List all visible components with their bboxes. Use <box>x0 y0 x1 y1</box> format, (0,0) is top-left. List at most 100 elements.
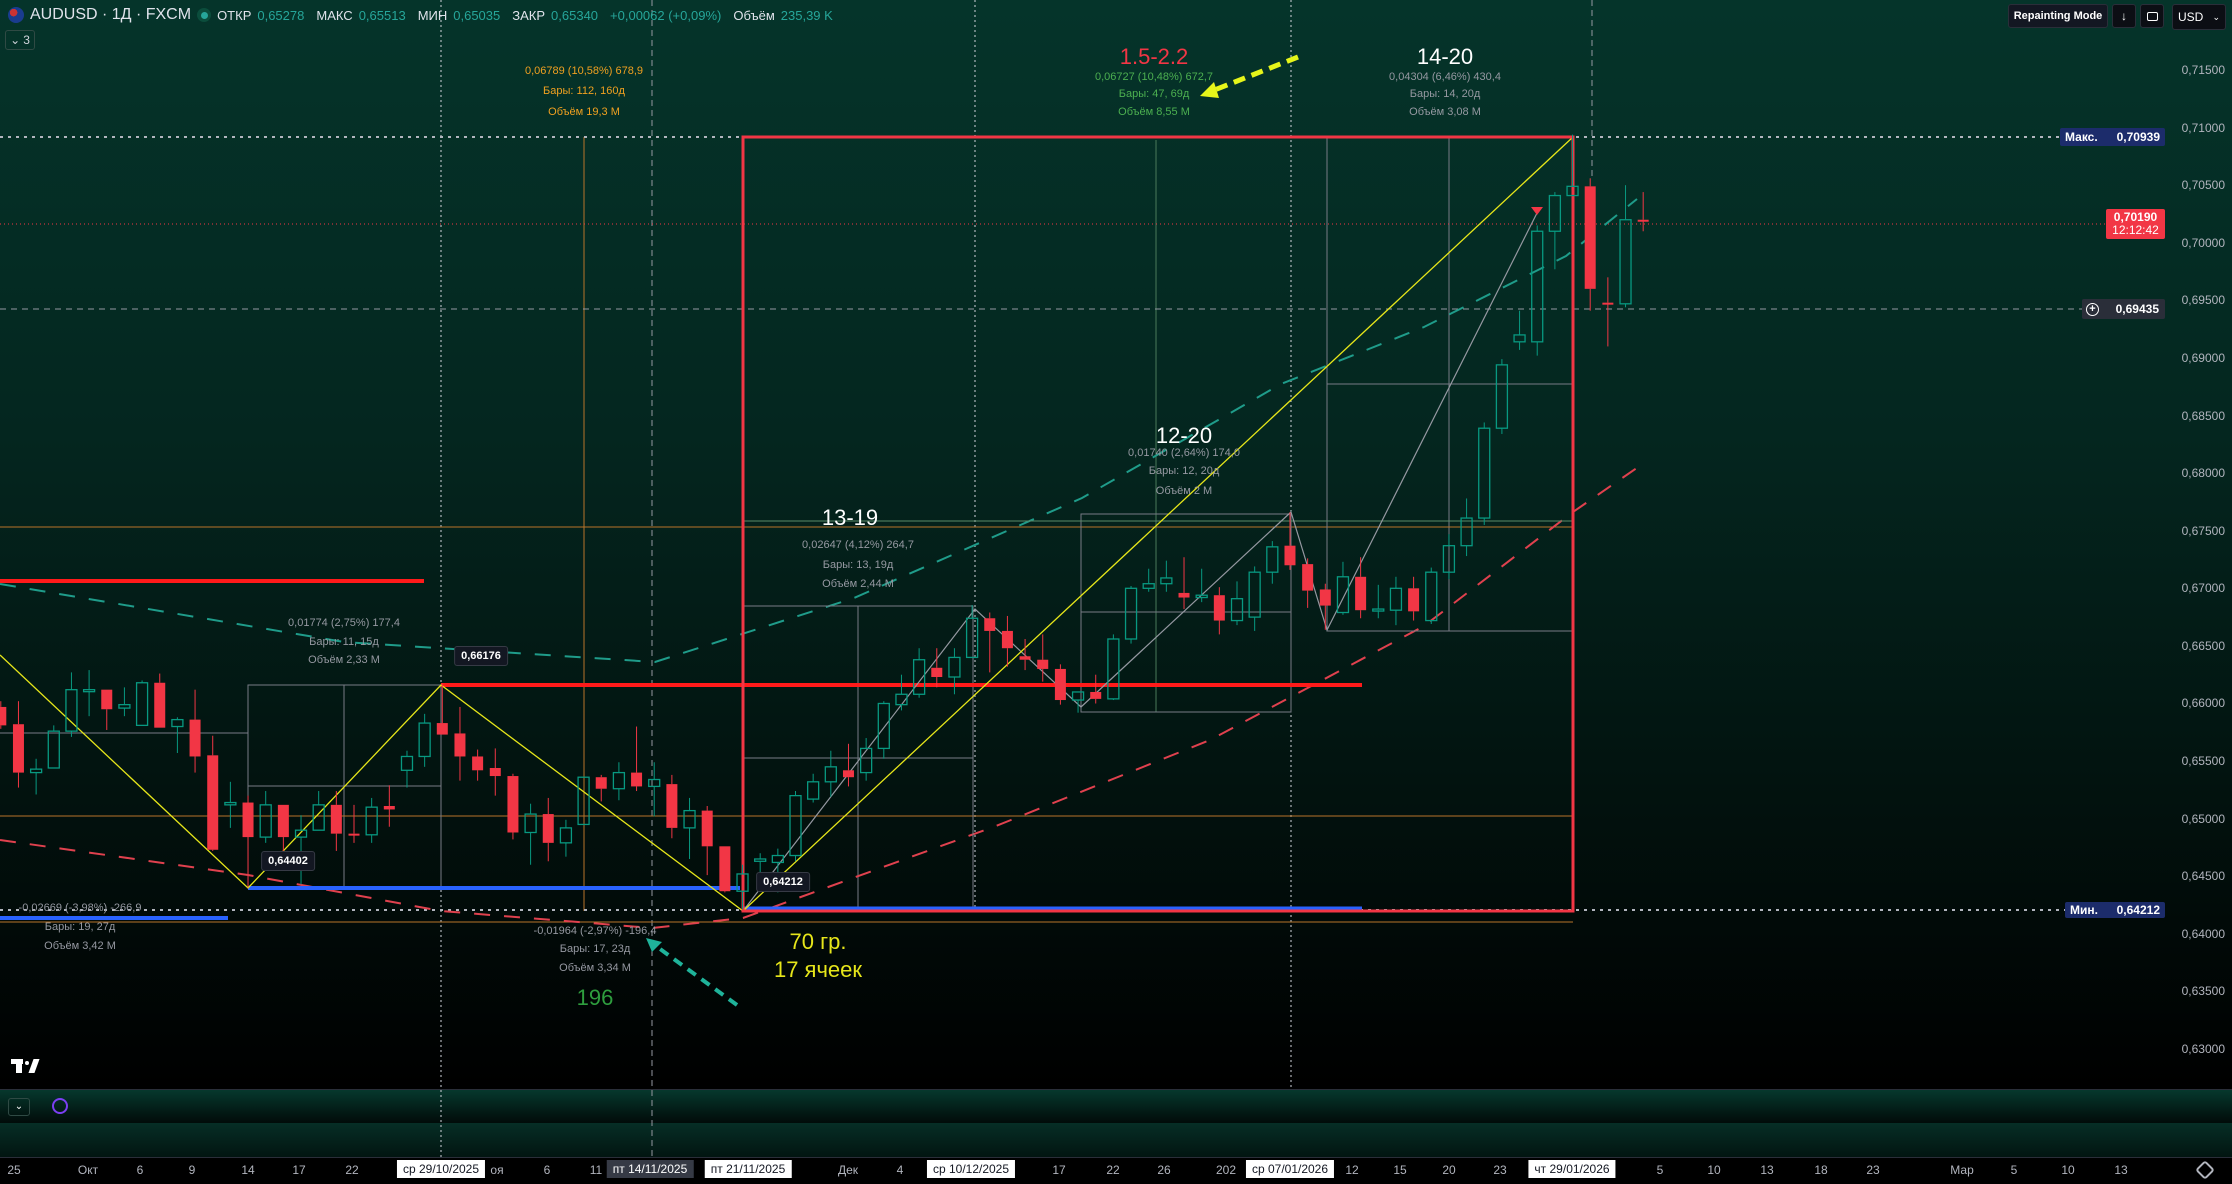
time-tick-label: 23 <box>1866 1163 1880 1177</box>
candle <box>807 773 820 803</box>
candle <box>118 687 131 717</box>
time-tick-label: 5 <box>1656 1163 1664 1177</box>
max-value: 0,70939 <box>2116 130 2160 144</box>
time-tick-label: 17 <box>1052 1163 1066 1177</box>
indicators-toggle-button[interactable]: ⌄ 3 <box>5 30 35 50</box>
candle-body <box>1566 185 1579 197</box>
time-tick-label: 17 <box>292 1163 306 1177</box>
candle <box>1160 560 1173 592</box>
candle <box>312 791 325 831</box>
candles-layer <box>0 134 1649 910</box>
candle-body <box>436 723 448 735</box>
candle <box>135 680 149 727</box>
candle-body <box>859 747 873 774</box>
time-tick-label: 11 <box>589 1163 603 1177</box>
price-tick-label: 0,65000 <box>2181 811 2225 826</box>
candle-body <box>1513 334 1526 343</box>
time-axis-date-marker: чт 29/01/2026 <box>1528 1160 1616 1178</box>
candle-body <box>754 858 767 862</box>
time-tick-label: 202 <box>1215 1163 1237 1177</box>
candle <box>12 701 24 788</box>
currency-value: USD <box>2178 10 2204 24</box>
candle-body <box>1425 571 1438 622</box>
repainting-mode-badge[interactable]: Repainting Mode <box>2008 4 2108 28</box>
scroll-to-latest-button[interactable]: ↓ <box>2112 4 2136 28</box>
candle-body <box>1389 587 1403 611</box>
time-axis-date-marker: пт 14/11/2025 <box>606 1160 694 1178</box>
time-axis-date-marker: ср 07/01/2026 <box>1245 1160 1335 1178</box>
time-tick-label: 10 <box>2061 1163 2075 1177</box>
candle-body <box>277 804 289 838</box>
candle-body <box>701 810 713 847</box>
candle-body <box>294 829 308 838</box>
price-tick-label: 0,64000 <box>2181 926 2225 941</box>
aud-usd-flag-icon <box>8 7 24 23</box>
candle-body <box>1230 598 1244 622</box>
candle <box>736 864 749 910</box>
tradingview-logo[interactable] <box>11 1059 41 1073</box>
stats-line: 0,01774 (2,75%) 177,4 <box>288 617 400 629</box>
candle-body <box>771 854 784 864</box>
drawings-layer <box>0 0 2120 1157</box>
stats-line: Бары: 14, 20д <box>1409 88 1481 100</box>
panel-collapse-button[interactable]: ⌄ <box>8 1098 30 1116</box>
candle-body <box>1090 691 1102 699</box>
fullscreen-button[interactable] <box>2140 4 2164 28</box>
stats-line: 0,06727 (10,48%) 672,7 <box>1094 71 1214 83</box>
candle <box>1124 586 1138 644</box>
orange-stats-line: 0,06789 (10,58%) 678,9 <box>524 65 644 77</box>
candle <box>224 781 237 828</box>
candle <box>1425 567 1438 625</box>
symbol-title[interactable]: AUDUSD · 1Д · FXCM <box>30 6 192 23</box>
low-label: МИН <box>417 7 448 23</box>
time-axis-date-marker: пт 21/11/2025 <box>704 1160 792 1178</box>
add-alert-plus-icon[interactable]: + <box>2086 302 2099 316</box>
candle <box>666 774 678 839</box>
red-dashed-curve <box>0 462 1645 930</box>
volume-value: 235,39 K <box>780 7 833 23</box>
candle-body <box>1531 230 1544 343</box>
high-value: 0,65513 <box>358 7 406 23</box>
candle <box>348 804 360 843</box>
candle <box>859 738 873 781</box>
candle <box>1037 634 1049 682</box>
time-tick-label: 26 <box>1157 1163 1171 1177</box>
candle-body <box>1195 594 1208 599</box>
repainting-label: Repainting Mode <box>2013 10 2103 22</box>
volume-label: Объём <box>733 7 775 23</box>
candle-body <box>1302 564 1314 591</box>
candle <box>1637 192 1649 232</box>
price-tag-low: 0,64212 <box>756 872 810 892</box>
time-tick-label: 15 <box>1393 1163 1407 1177</box>
candle-body <box>542 814 554 843</box>
candle-body <box>47 730 60 769</box>
red-range-box <box>741 135 1575 913</box>
currency-select[interactable]: USD ⌄ <box>2172 4 2226 30</box>
candle <box>965 605 979 659</box>
candle <box>1460 498 1473 557</box>
stats-line: Бары: 13, 19д <box>822 559 894 571</box>
candle <box>259 791 272 843</box>
stats-line: 0,01740 (2,64%) 174,0 <box>1128 447 1240 459</box>
time-axis-date-marker: ср 10/12/2025 <box>926 1160 1016 1178</box>
candle <box>436 683 448 735</box>
candle <box>842 743 854 787</box>
time-tick-label: 6 <box>543 1163 551 1177</box>
candle-body <box>631 772 643 787</box>
candle-body <box>0 706 7 726</box>
yellow-arrowhead-icon <box>1200 82 1219 98</box>
candle-body <box>895 693 908 706</box>
candle <box>701 806 713 876</box>
candle <box>719 846 731 893</box>
time-axis[interactable] <box>0 1157 2232 1184</box>
stats-line: -0,02669 (-3,98%) -266,9 <box>18 902 142 914</box>
sync-icon[interactable] <box>52 1098 68 1114</box>
candle-body <box>824 766 837 783</box>
candle <box>559 819 573 857</box>
candle <box>82 670 96 717</box>
candle <box>824 750 837 797</box>
candle <box>171 717 184 754</box>
candle <box>1389 576 1403 626</box>
candle <box>489 748 501 796</box>
